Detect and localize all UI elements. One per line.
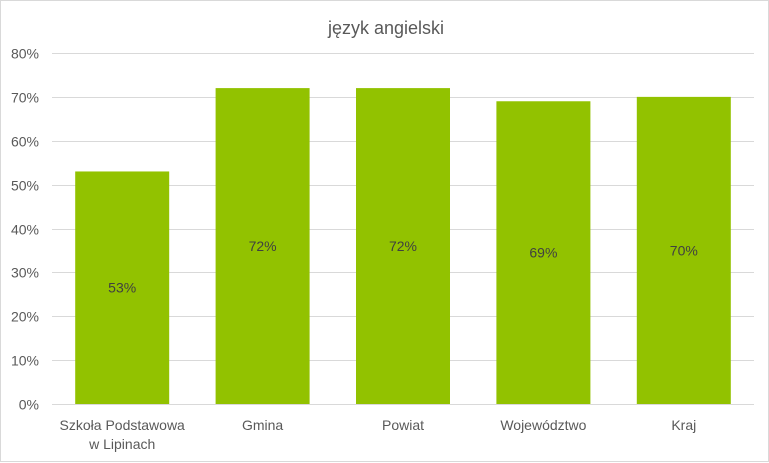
data-label: 70% bbox=[670, 242, 698, 258]
y-tick-label: 80% bbox=[11, 46, 39, 62]
bar bbox=[75, 171, 170, 404]
x-category-label: w Lipinach bbox=[88, 436, 155, 452]
y-tick-label: 70% bbox=[11, 90, 39, 106]
bar bbox=[636, 96, 731, 404]
y-tick-label: 0% bbox=[19, 397, 39, 413]
y-tick-label: 10% bbox=[11, 353, 39, 369]
x-axis-category-labels: Szkoła Podstawowa w Lipinach Gmina Powiat Wo… bbox=[60, 417, 697, 452]
x-category-label: Powiat bbox=[382, 417, 424, 433]
chart-title: język angielski bbox=[327, 18, 444, 38]
y-tick-label: 60% bbox=[11, 134, 39, 150]
bar bbox=[496, 101, 591, 404]
data-label: 69% bbox=[529, 245, 557, 261]
x-category-label: Kraj bbox=[671, 417, 696, 433]
data-labels: 53% 72% 72% 69% 70% bbox=[108, 238, 698, 296]
x-category-label: Szkoła Podstawowa bbox=[60, 417, 186, 433]
y-tick-label: 40% bbox=[11, 222, 39, 238]
y-tick-label: 50% bbox=[11, 178, 39, 194]
x-category-label: Województwo bbox=[500, 417, 586, 433]
y-tick-label: 30% bbox=[11, 265, 39, 281]
y-tick-label: 20% bbox=[11, 309, 39, 325]
data-label: 72% bbox=[389, 238, 417, 254]
bar bbox=[215, 88, 310, 404]
y-axis-tick-labels: 0% 10% 20% 30% 40% 50% 60% 70% 80% bbox=[11, 46, 39, 413]
bar bbox=[356, 88, 450, 404]
bars bbox=[75, 88, 731, 404]
data-label: 53% bbox=[108, 280, 136, 296]
data-label: 72% bbox=[249, 238, 277, 254]
x-category-label: Gmina bbox=[242, 417, 283, 433]
